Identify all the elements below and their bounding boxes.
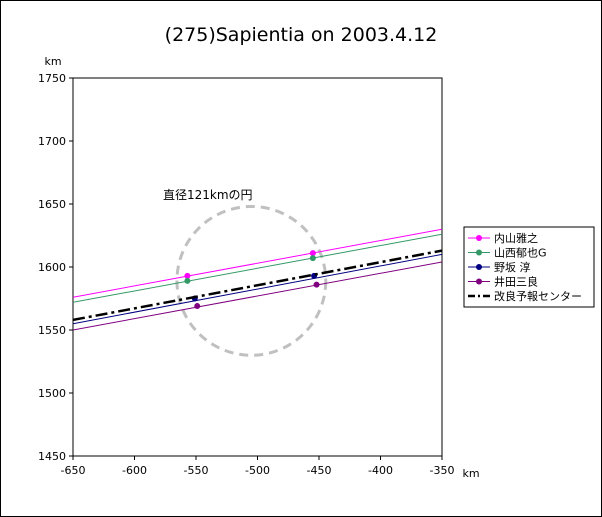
y-tick-label: 1600 (38, 261, 66, 274)
circle-annotation: 直径121kmの円 (163, 188, 253, 202)
legend-label-1: 内山雅之 (494, 231, 538, 245)
y-tick-label: 1500 (38, 387, 66, 400)
legend-marker-3 (476, 264, 482, 270)
series-point-4 (194, 303, 201, 310)
series-line-2 (73, 233, 442, 303)
series-line-1 (73, 228, 442, 298)
y-tick-label: 1450 (38, 450, 66, 463)
x-tick-label: -400 (368, 464, 393, 477)
series-line-4 (73, 261, 442, 331)
series-point-2 (184, 277, 191, 284)
y-tick-label: 1750 (38, 72, 66, 85)
legend-label-5: 改良予報センター (494, 289, 582, 303)
diameter-circle (175, 204, 328, 357)
legend-marker-1 (476, 235, 482, 241)
chart-title: (275)Sapientia on 2003.4.12 (165, 24, 438, 46)
series-point-2 (309, 255, 316, 262)
series-point-1 (184, 272, 191, 279)
y-axis-unit: km (44, 55, 61, 68)
series-line-5 (73, 249, 442, 322)
x-tick-label: -350 (430, 464, 455, 477)
x-tick-label: -650 (61, 464, 86, 477)
series-point-4 (313, 281, 320, 288)
x-axis-unit: km (462, 467, 479, 480)
plot-area (72, 77, 443, 457)
y-tick-label: 1550 (38, 324, 66, 337)
legend-marker-4 (476, 278, 482, 285)
y-tick-label: 1700 (38, 135, 66, 148)
series-point-1 (309, 250, 316, 257)
axis-ticks: -650 -600 -550 -500 -450 -400 -350 1450 1500 1550… (38, 72, 454, 477)
legend-label-3: 野坂 淳 (494, 260, 531, 274)
legend-label-2: 山西郁也G (494, 246, 547, 260)
legend-label-4: 井田三良 (494, 275, 538, 289)
x-tick-label: -550 (184, 464, 209, 477)
x-tick-label: -600 (122, 464, 147, 477)
x-tick-label: -500 (245, 464, 270, 477)
legend-marker-2 (476, 249, 482, 256)
series-line-3 (73, 253, 442, 325)
x-tick-label: -450 (307, 464, 332, 477)
plot-content (73, 204, 442, 357)
y-tick-label: 1650 (38, 198, 66, 211)
